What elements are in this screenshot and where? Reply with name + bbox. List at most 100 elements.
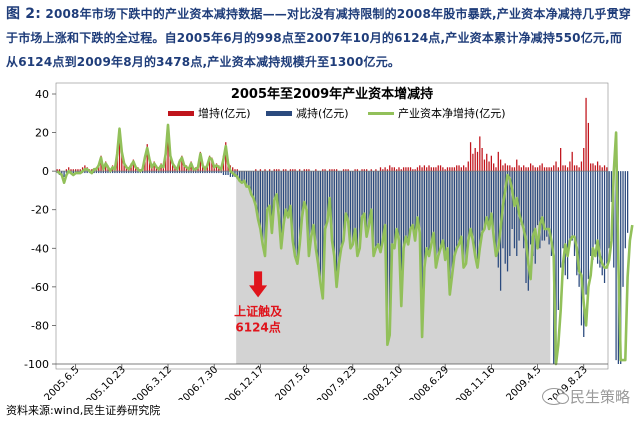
decrease-bar: [250, 171, 252, 195]
decrease-bar: [141, 171, 144, 174]
increase-bar: [345, 169, 347, 172]
decrease-bar: [359, 171, 361, 249]
increase-bar: [529, 163, 532, 172]
increase-bar: [409, 167, 412, 172]
increase-bar: [285, 169, 287, 172]
increase-bar: [342, 169, 345, 172]
decrease-bar: [481, 171, 483, 233]
decrease-bar: [280, 171, 282, 249]
decrease-bar: [248, 171, 250, 187]
decrease-bar: [111, 171, 114, 174]
increase-bar: [583, 148, 585, 172]
decrease-bar: [322, 171, 324, 299]
increase-bar: [576, 165, 578, 172]
decrease-bar: [259, 171, 262, 229]
increase-bar: [234, 169, 236, 172]
decrease-bar: [523, 171, 525, 249]
decrease-bar: [386, 171, 389, 345]
decrease-bar: [368, 171, 370, 226]
increase-bar: [506, 165, 509, 172]
increase-bar: [523, 165, 525, 172]
increase-bar: [553, 165, 555, 172]
increase-bar: [562, 165, 564, 172]
decrease-bar: [573, 171, 576, 256]
increase-bar: [121, 148, 123, 172]
increase-bar: [391, 167, 393, 172]
decrease-bar: [305, 171, 308, 210]
increase-bar: [333, 169, 335, 172]
increase-bar: [573, 165, 576, 172]
x-tick-label: 2007.5.6: [273, 364, 312, 400]
legend-label-decrease: 减持(亿元): [296, 106, 349, 120]
decrease-bar: [444, 171, 446, 260]
decrease-bar: [578, 171, 580, 287]
x-tick-label: 2008.2.10: [361, 364, 405, 400]
increase-bar: [430, 167, 432, 172]
decrease-bar: [465, 171, 467, 264]
increase-bar: [400, 169, 402, 172]
increase-bar: [308, 169, 310, 172]
decrease-bar: [446, 171, 449, 249]
decrease-bar: [361, 171, 363, 218]
increase-bar: [426, 167, 428, 172]
increase-bar: [548, 167, 550, 172]
increase-bar: [146, 144, 148, 172]
increase-bar: [275, 169, 278, 172]
annotation-line-2: 6124点: [235, 319, 280, 334]
increase-bar: [363, 169, 365, 172]
decrease-bar: [255, 171, 257, 206]
decrease-bar: [479, 171, 481, 249]
increase-bar: [453, 167, 456, 172]
decrease-bar: [416, 171, 419, 218]
decrease-bar: [419, 171, 421, 233]
increase-bar: [481, 148, 483, 172]
decrease-bar: [155, 171, 158, 174]
increase-bar: [81, 167, 84, 172]
increase-bar: [335, 169, 338, 172]
watermark-text: 民生策略: [569, 388, 630, 406]
decrease-bar: [412, 171, 414, 226]
increase-bar: [386, 169, 389, 172]
decrease-bar: [192, 171, 195, 174]
decrease-bar: [529, 171, 532, 245]
decrease-bar: [590, 171, 592, 256]
decrease-bar: [504, 171, 506, 264]
increase-bar: [525, 167, 527, 172]
x-tick-label: 2006.7.30: [177, 364, 221, 400]
decrease-bar: [95, 171, 98, 174]
increase-bar: [74, 169, 77, 172]
increase-bar: [585, 97, 587, 172]
decrease-bar: [472, 171, 474, 241]
decrease-bar: [282, 171, 285, 226]
decrease-bar: [275, 171, 278, 195]
y-tick-label: -60: [31, 281, 49, 294]
decrease-bar: [393, 171, 395, 249]
decrease-bar: [123, 171, 125, 174]
decrease-bar: [456, 171, 458, 249]
decrease-bar: [585, 171, 587, 295]
x-tick-label: 2006.3.12: [130, 364, 174, 400]
decrease-bar: [310, 171, 312, 237]
increase-bar: [405, 167, 407, 172]
increase-bar: [412, 169, 414, 172]
decrease-bar: [571, 171, 573, 241]
decrease-bar: [324, 171, 326, 229]
decrease-bar: [204, 171, 206, 174]
decrease-bar: [86, 171, 88, 174]
decrease-bar: [467, 171, 469, 241]
decrease-bar: [294, 171, 296, 256]
increase-bar: [375, 169, 377, 172]
legend-swatch-increase: [168, 111, 194, 116]
decrease-bar: [555, 171, 557, 345]
increase-bar: [511, 167, 513, 172]
decrease-bar: [84, 171, 86, 174]
increase-bar: [294, 169, 296, 172]
decrease-bar: [185, 171, 188, 174]
decrease-bar: [146, 171, 148, 174]
increase-bar: [165, 151, 167, 172]
increase-bar: [483, 159, 486, 172]
decrease-bar: [241, 171, 243, 183]
increase-bar: [550, 167, 553, 172]
decrease-bar: [527, 171, 529, 291]
increase-bar: [520, 167, 523, 172]
